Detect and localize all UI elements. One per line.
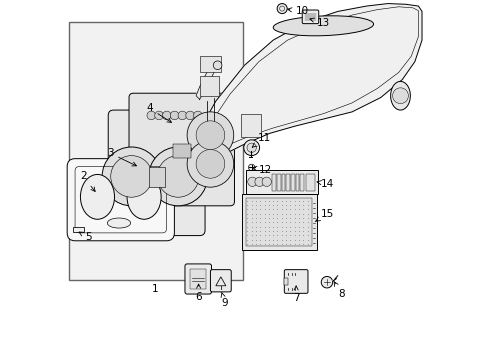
Circle shape xyxy=(246,143,256,152)
Circle shape xyxy=(185,111,194,120)
FancyBboxPatch shape xyxy=(284,270,307,293)
Bar xyxy=(290,174,294,191)
Bar xyxy=(69,22,242,280)
Circle shape xyxy=(213,61,222,69)
Bar xyxy=(245,198,312,246)
Bar xyxy=(241,114,260,137)
Bar xyxy=(277,174,280,191)
Text: 9: 9 xyxy=(221,292,227,308)
Ellipse shape xyxy=(107,218,130,228)
Polygon shape xyxy=(198,4,421,155)
Bar xyxy=(199,76,219,96)
Bar xyxy=(172,144,190,158)
FancyBboxPatch shape xyxy=(302,10,318,24)
Ellipse shape xyxy=(273,16,373,36)
Circle shape xyxy=(321,276,332,288)
Bar xyxy=(148,167,164,187)
FancyBboxPatch shape xyxy=(108,110,204,235)
Bar xyxy=(295,174,299,191)
Text: 5: 5 xyxy=(79,232,92,242)
Text: 7: 7 xyxy=(292,286,299,303)
Ellipse shape xyxy=(127,175,161,219)
Text: 1: 1 xyxy=(151,284,158,294)
Circle shape xyxy=(196,121,224,149)
Ellipse shape xyxy=(390,81,409,110)
FancyBboxPatch shape xyxy=(129,93,234,206)
Circle shape xyxy=(162,111,171,120)
Text: 12: 12 xyxy=(252,165,271,175)
Circle shape xyxy=(102,147,161,206)
Circle shape xyxy=(110,156,152,197)
Circle shape xyxy=(148,147,207,206)
FancyBboxPatch shape xyxy=(184,264,211,294)
Circle shape xyxy=(392,88,407,104)
Circle shape xyxy=(154,111,163,120)
Text: 2: 2 xyxy=(80,171,95,192)
Text: 13: 13 xyxy=(309,18,329,28)
Circle shape xyxy=(193,111,202,120)
Circle shape xyxy=(247,177,257,186)
Text: 4: 4 xyxy=(146,103,171,122)
Circle shape xyxy=(248,164,254,171)
Text: 11: 11 xyxy=(252,133,270,147)
Text: 10: 10 xyxy=(287,6,308,17)
Polygon shape xyxy=(196,60,217,99)
Bar xyxy=(73,227,84,232)
Text: 15: 15 xyxy=(315,209,333,221)
Circle shape xyxy=(244,140,259,156)
Circle shape xyxy=(170,111,179,120)
Bar xyxy=(284,278,287,285)
Circle shape xyxy=(277,4,286,14)
Circle shape xyxy=(178,111,186,120)
Bar xyxy=(286,174,289,191)
Circle shape xyxy=(187,140,233,187)
Bar xyxy=(272,174,276,191)
Bar xyxy=(300,174,304,191)
Circle shape xyxy=(157,156,199,197)
Text: 3: 3 xyxy=(106,148,136,166)
FancyBboxPatch shape xyxy=(210,270,231,292)
Ellipse shape xyxy=(80,175,114,219)
FancyBboxPatch shape xyxy=(242,194,316,249)
Bar xyxy=(199,56,221,72)
Circle shape xyxy=(147,111,155,120)
Bar xyxy=(190,269,206,289)
Text: 8: 8 xyxy=(333,282,344,299)
Text: 6: 6 xyxy=(195,284,202,302)
Circle shape xyxy=(187,112,233,158)
Circle shape xyxy=(262,177,271,186)
Bar xyxy=(281,174,285,191)
Bar xyxy=(305,174,314,191)
Circle shape xyxy=(254,177,264,186)
Circle shape xyxy=(196,149,224,178)
FancyBboxPatch shape xyxy=(67,159,174,241)
FancyBboxPatch shape xyxy=(246,170,318,194)
Text: 14: 14 xyxy=(316,179,333,189)
